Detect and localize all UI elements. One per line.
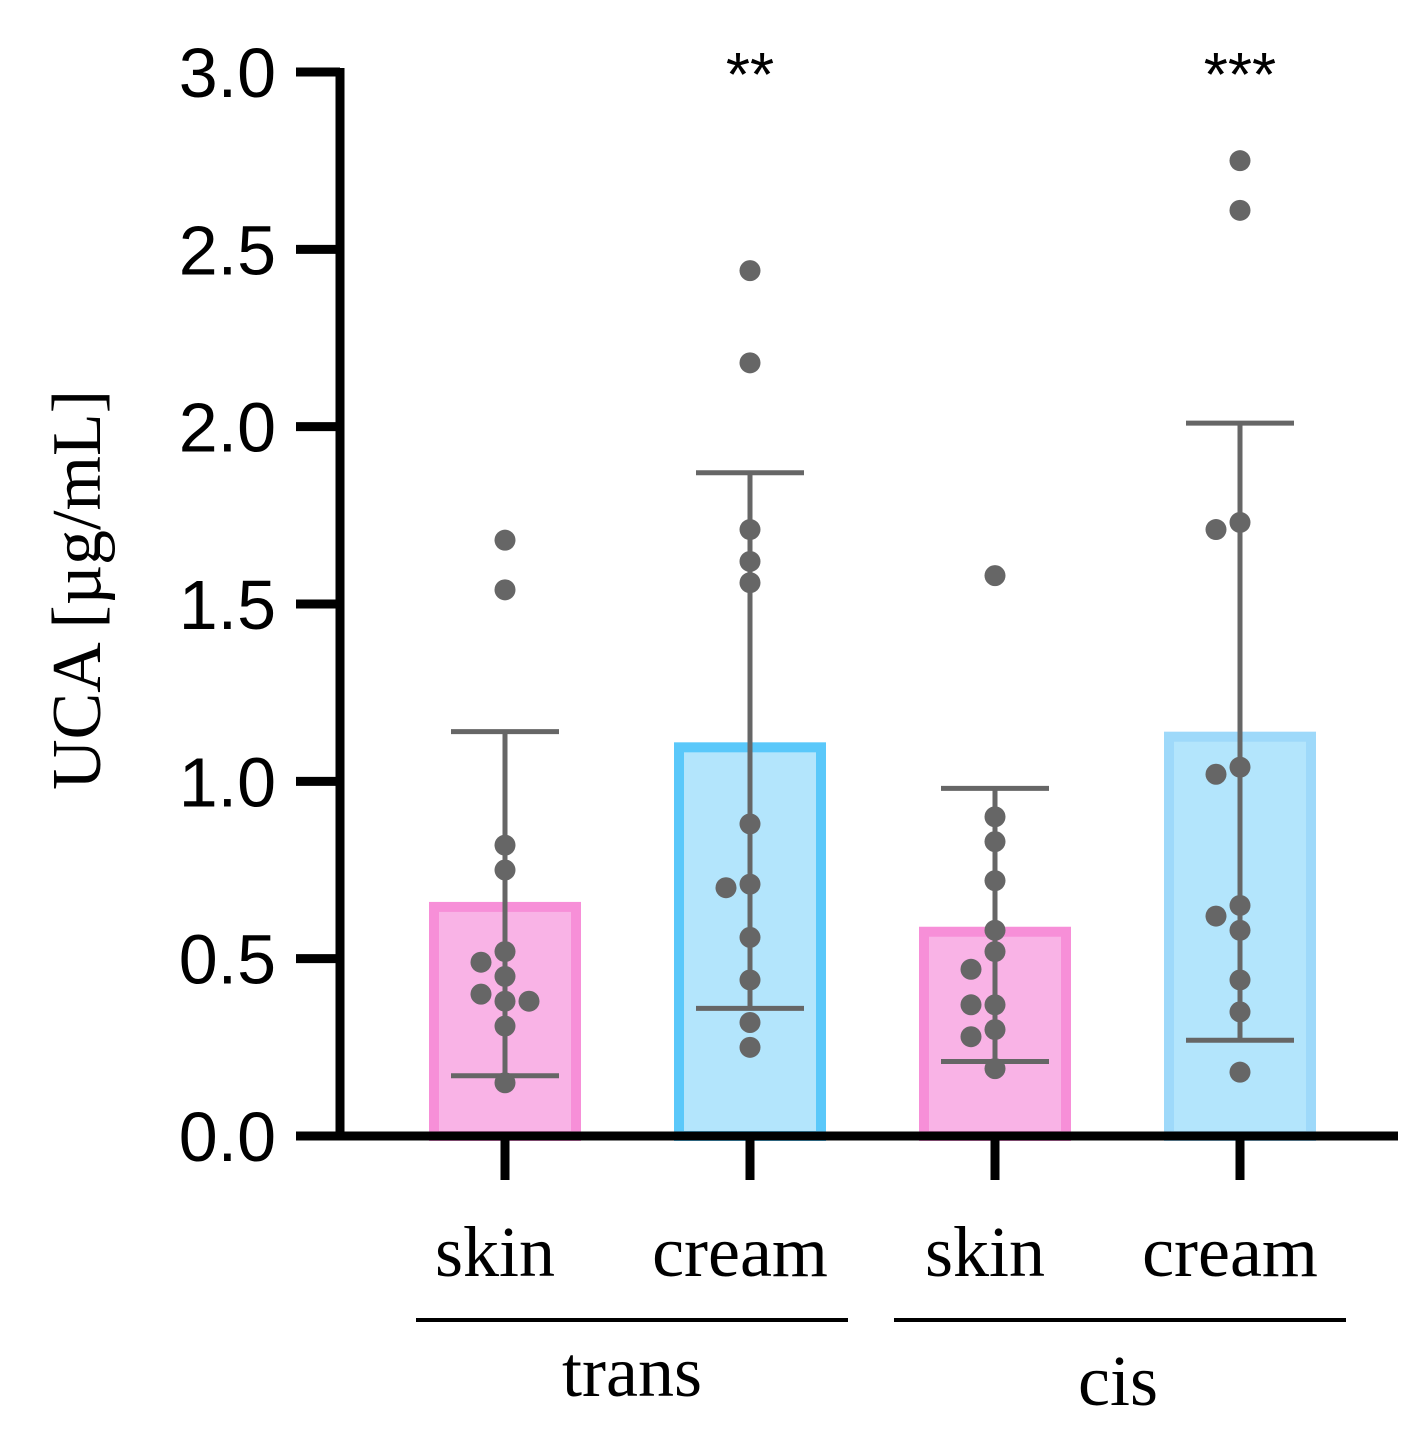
y-tick-label: 3.0 [179, 34, 276, 112]
data-point [494, 941, 516, 963]
data-point [1205, 763, 1227, 785]
data-point [984, 994, 1006, 1016]
data-point [960, 958, 982, 980]
data-point [518, 990, 540, 1012]
data-point [715, 877, 737, 899]
data-point [1229, 969, 1251, 991]
data-point [1229, 1061, 1251, 1083]
data-point [984, 870, 1006, 892]
data-point [1229, 199, 1251, 221]
data-point [1229, 1001, 1251, 1023]
data-point [739, 550, 761, 572]
data-point [470, 951, 492, 973]
data-point [494, 990, 516, 1012]
bars-layer [429, 731, 1316, 1141]
data-point [984, 565, 1006, 587]
data-point [739, 873, 761, 895]
x-tick-label: skin [435, 1212, 555, 1292]
data-point [739, 813, 761, 835]
data-point [739, 1036, 761, 1058]
data-point [1229, 919, 1251, 941]
data-point [494, 834, 516, 856]
data-point [494, 529, 516, 551]
data-point [1229, 894, 1251, 916]
data-point [739, 969, 761, 991]
axes [296, 67, 1398, 1180]
data-point [739, 926, 761, 948]
data-point [470, 983, 492, 1005]
y-tick-label: 2.0 [179, 389, 276, 467]
data-point [984, 919, 1006, 941]
data-point [739, 519, 761, 541]
data-point [494, 1015, 516, 1037]
x-tick-label: cream [652, 1212, 828, 1292]
y-tick-label: 1.0 [179, 743, 276, 821]
y-axis-label: UCA [µg/mL] [39, 390, 116, 790]
data-point [1229, 511, 1251, 533]
data-point [960, 1026, 982, 1048]
data-point [984, 941, 1006, 963]
data-point [1205, 519, 1227, 541]
significance-marker: *** [1204, 41, 1276, 110]
data-point [984, 831, 1006, 853]
x-tick-label: cream [1142, 1212, 1318, 1292]
data-point [1229, 756, 1251, 778]
labels-layer: skin ** cream skin *** cream 0.0 0.5 1.0 1.5 2.0 2.… [179, 34, 1346, 1421]
data-point [984, 1058, 1006, 1080]
data-point [739, 572, 761, 594]
significance-marker: ** [726, 41, 774, 110]
data-point [960, 994, 982, 1016]
y-tick-label: 1.5 [179, 566, 276, 644]
data-point [494, 965, 516, 987]
data-points-layer [470, 150, 1251, 1094]
data-point [494, 579, 516, 601]
data-point [494, 1072, 516, 1094]
y-tick-label: 2.5 [179, 211, 276, 289]
y-tick-label: 0.0 [179, 1098, 276, 1176]
data-point [739, 1012, 761, 1034]
x-tick-label: skin [925, 1212, 1045, 1292]
data-point [1205, 905, 1227, 927]
data-point [494, 859, 516, 881]
data-point [984, 1019, 1006, 1041]
y-tick-label: 0.5 [179, 921, 276, 999]
data-point [984, 806, 1006, 828]
group-label: trans [562, 1332, 702, 1412]
data-point [1229, 150, 1251, 172]
data-point [739, 260, 761, 282]
group-label: cis [1078, 1341, 1158, 1421]
data-point [739, 352, 761, 374]
